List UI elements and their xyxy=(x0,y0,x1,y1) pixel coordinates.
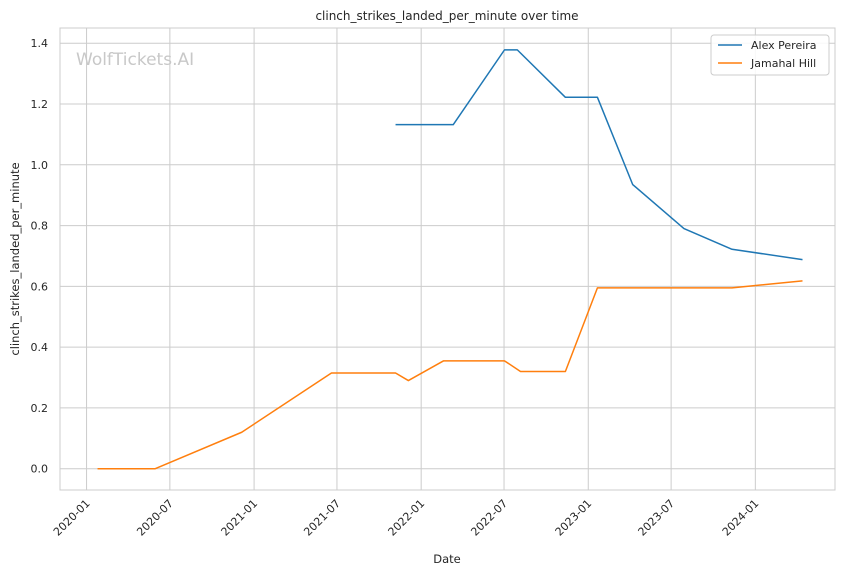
y-tick-label: 0.6 xyxy=(31,280,49,293)
plot-frame xyxy=(59,27,836,491)
legend-label-jamahal-hill: Jamahal Hill xyxy=(750,57,816,70)
grid-lines xyxy=(60,28,835,490)
x-tick-labels: 2020-01 2020-07 2021-01 2021-07 2022-01 2022-… xyxy=(51,497,761,539)
x-tick-label: 2024-01 xyxy=(720,497,762,539)
y-axis-label: clinch_strikes_landed_per_minute xyxy=(8,162,22,355)
x-tick-label: 2021-07 xyxy=(301,497,343,539)
x-tick-label: 2020-01 xyxy=(51,497,93,539)
series-line-alex-pereira xyxy=(395,49,803,261)
watermark: WolfTickets.AI xyxy=(76,50,194,70)
chart-title: clinch_strikes_landed_per_minute over ti… xyxy=(315,9,578,23)
y-tick-label: 1.2 xyxy=(31,98,49,111)
y-tick-label: 0.0 xyxy=(31,463,49,476)
x-tick-label: 2023-07 xyxy=(636,497,678,539)
plot-area xyxy=(60,28,835,490)
y-tick-labels: 0.0 0.2 0.4 0.6 0.8 1.0 1.2 1.4 xyxy=(31,37,49,476)
x-tick-label: 2020-07 xyxy=(134,497,176,539)
y-tick-label: 1.0 xyxy=(31,159,49,172)
x-axis-label: Date xyxy=(433,552,461,566)
x-tick-label: 2021-01 xyxy=(219,497,261,539)
series-layer xyxy=(97,49,803,470)
y-tick-label: 0.8 xyxy=(31,220,49,233)
y-tick-label: 1.4 xyxy=(31,37,49,50)
legend-label-alex-pereira: Alex Pereira xyxy=(751,39,817,52)
series-line-jamahal-hill xyxy=(97,280,803,470)
x-tick-label: 2022-07 xyxy=(468,497,510,539)
legend: Alex Pereira Jamahal Hill xyxy=(710,34,830,76)
x-tick-label: 2023-01 xyxy=(553,497,595,539)
y-tick-label: 0.4 xyxy=(31,341,49,354)
y-tick-label: 0.2 xyxy=(31,402,49,415)
x-tick-label: 2022-01 xyxy=(386,497,428,539)
